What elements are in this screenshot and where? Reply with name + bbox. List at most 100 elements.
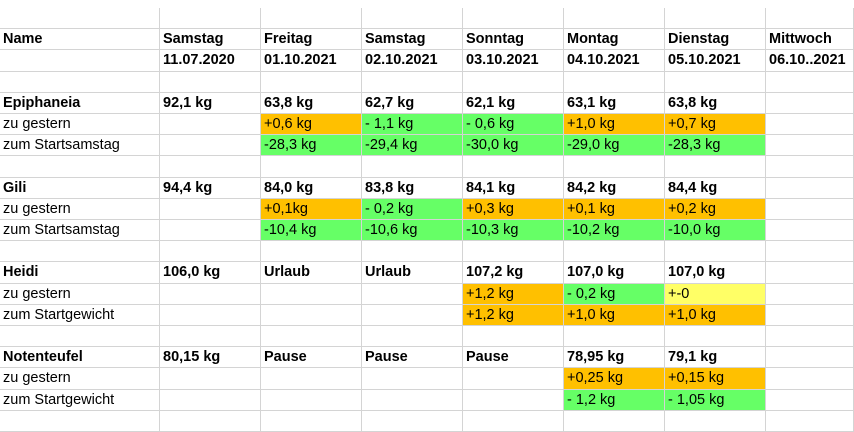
cell-r16-c6[interactable]: 79,1 kg bbox=[665, 347, 766, 369]
cell-r17-c5[interactable]: +0,25 kg bbox=[564, 368, 665, 390]
cell-r8-c2[interactable]: 84,0 kg bbox=[261, 177, 362, 199]
cell-r13-c0[interactable]: zu gestern bbox=[0, 283, 160, 305]
cell-r1-c3[interactable]: Samstag bbox=[362, 29, 463, 51]
cell-r9-c6[interactable]: +0,2 kg bbox=[665, 198, 766, 220]
cell-r7-c5[interactable] bbox=[564, 156, 665, 178]
cell-r9-c7[interactable] bbox=[766, 198, 854, 220]
cell-r10-c2[interactable]: -10,4 kg bbox=[261, 220, 362, 242]
cell-r7-c3[interactable] bbox=[362, 156, 463, 178]
cell-r17-c1[interactable] bbox=[160, 368, 261, 390]
cell-r5-c0[interactable]: zu gestern bbox=[0, 114, 160, 136]
cell-r14-c1[interactable] bbox=[160, 304, 261, 326]
cell-r18-c4[interactable] bbox=[463, 389, 564, 411]
cell-r8-c0[interactable]: Gili bbox=[0, 177, 160, 199]
cell-r10-c0[interactable]: zum Startsamstag bbox=[0, 220, 160, 242]
cell-r5-c4[interactable]: - 0,6 kg bbox=[463, 114, 564, 136]
cell-r7-c0[interactable] bbox=[0, 156, 160, 178]
cell-r7-c1[interactable] bbox=[160, 156, 261, 178]
cell-r17-c4[interactable] bbox=[463, 368, 564, 390]
cell-r19-c7[interactable] bbox=[766, 410, 854, 432]
cell-r12-c5[interactable]: 107,0 kg bbox=[564, 262, 665, 284]
cell-r19-c3[interactable] bbox=[362, 410, 463, 432]
cell-r14-c2[interactable] bbox=[261, 304, 362, 326]
cell-r8-c5[interactable]: 84,2 kg bbox=[564, 177, 665, 199]
cell-r15-c3[interactable] bbox=[362, 326, 463, 348]
cell-r18-c5[interactable]: - 1,2 kg bbox=[564, 389, 665, 411]
cell-r3-c0[interactable] bbox=[0, 71, 160, 93]
cell-r18-c6[interactable]: - 1,05 kg bbox=[665, 389, 766, 411]
cell-r10-c7[interactable] bbox=[766, 220, 854, 242]
cell-r16-c0[interactable]: Notenteufel bbox=[0, 347, 160, 369]
cell-r13-c2[interactable] bbox=[261, 283, 362, 305]
cell-r18-c7[interactable] bbox=[766, 389, 854, 411]
cell-r7-c7[interactable] bbox=[766, 156, 854, 178]
cell-r11-c1[interactable] bbox=[160, 241, 261, 263]
cell-r6-c7[interactable] bbox=[766, 135, 854, 157]
cell-r6-c5[interactable]: -29,0 kg bbox=[564, 135, 665, 157]
cell-r7-c6[interactable] bbox=[665, 156, 766, 178]
cell-r6-c2[interactable]: -28,3 kg bbox=[261, 135, 362, 157]
cell-r12-c4[interactable]: 107,2 kg bbox=[463, 262, 564, 284]
cell-r12-c2[interactable]: Urlaub bbox=[261, 262, 362, 284]
cell-r2-c6[interactable]: 05.10.2021 bbox=[665, 50, 766, 72]
cell-r13-c5[interactable]: - 0,2 kg bbox=[564, 283, 665, 305]
cell-r4-c6[interactable]: 63,8 kg bbox=[665, 92, 766, 114]
cell-r2-c1[interactable]: 11.07.2020 bbox=[160, 50, 261, 72]
cell-r15-c7[interactable] bbox=[766, 326, 854, 348]
cell-r0-c6[interactable] bbox=[665, 8, 766, 30]
cell-r14-c7[interactable] bbox=[766, 304, 854, 326]
cell-r8-c6[interactable]: 84,4 kg bbox=[665, 177, 766, 199]
cell-r14-c3[interactable] bbox=[362, 304, 463, 326]
cell-r11-c0[interactable] bbox=[0, 241, 160, 263]
cell-r1-c7[interactable]: Mittwoch bbox=[766, 29, 854, 51]
cell-r0-c3[interactable] bbox=[362, 8, 463, 30]
cell-r19-c5[interactable] bbox=[564, 410, 665, 432]
cell-r5-c2[interactable]: +0,6 kg bbox=[261, 114, 362, 136]
cell-r1-c1[interactable]: Samstag bbox=[160, 29, 261, 51]
cell-r1-c4[interactable]: Sonntag bbox=[463, 29, 564, 51]
cell-r14-c0[interactable]: zum Startgewicht bbox=[0, 304, 160, 326]
cell-r5-c7[interactable] bbox=[766, 114, 854, 136]
cell-r10-c3[interactable]: -10,6 kg bbox=[362, 220, 463, 242]
cell-r3-c4[interactable] bbox=[463, 71, 564, 93]
cell-r13-c7[interactable] bbox=[766, 283, 854, 305]
cell-r8-c7[interactable] bbox=[766, 177, 854, 199]
cell-r13-c4[interactable]: +1,2 kg bbox=[463, 283, 564, 305]
cell-r6-c3[interactable]: -29,4 kg bbox=[362, 135, 463, 157]
cell-r7-c4[interactable] bbox=[463, 156, 564, 178]
cell-r15-c2[interactable] bbox=[261, 326, 362, 348]
cell-r4-c2[interactable]: 63,8 kg bbox=[261, 92, 362, 114]
cell-r2-c2[interactable]: 01.10.2021 bbox=[261, 50, 362, 72]
cell-r1-c6[interactable]: Dienstag bbox=[665, 29, 766, 51]
cell-r2-c4[interactable]: 03.10.2021 bbox=[463, 50, 564, 72]
cell-r2-c5[interactable]: 04.10.2021 bbox=[564, 50, 665, 72]
cell-r0-c1[interactable] bbox=[160, 8, 261, 30]
cell-r16-c4[interactable]: Pause bbox=[463, 347, 564, 369]
cell-r3-c2[interactable] bbox=[261, 71, 362, 93]
cell-r6-c0[interactable]: zum Startsamstag bbox=[0, 135, 160, 157]
cell-r14-c5[interactable]: +1,0 kg bbox=[564, 304, 665, 326]
cell-r16-c7[interactable] bbox=[766, 347, 854, 369]
cell-r7-c2[interactable] bbox=[261, 156, 362, 178]
cell-r18-c3[interactable] bbox=[362, 389, 463, 411]
cell-r9-c3[interactable]: - 0,2 kg bbox=[362, 198, 463, 220]
cell-r11-c6[interactable] bbox=[665, 241, 766, 263]
cell-r15-c0[interactable] bbox=[0, 326, 160, 348]
cell-r0-c5[interactable] bbox=[564, 8, 665, 30]
cell-r5-c1[interactable] bbox=[160, 114, 261, 136]
cell-r9-c0[interactable]: zu gestern bbox=[0, 198, 160, 220]
cell-r17-c3[interactable] bbox=[362, 368, 463, 390]
cell-r3-c3[interactable] bbox=[362, 71, 463, 93]
cell-r2-c7[interactable]: 06.10..2021 bbox=[766, 50, 854, 72]
cell-r2-c3[interactable]: 02.10.2021 bbox=[362, 50, 463, 72]
cell-r16-c1[interactable]: 80,15 kg bbox=[160, 347, 261, 369]
cell-r12-c1[interactable]: 106,0 kg bbox=[160, 262, 261, 284]
cell-r18-c2[interactable] bbox=[261, 389, 362, 411]
cell-r6-c1[interactable] bbox=[160, 135, 261, 157]
cell-r11-c4[interactable] bbox=[463, 241, 564, 263]
cell-r4-c0[interactable]: Epiphaneia bbox=[0, 92, 160, 114]
cell-r19-c4[interactable] bbox=[463, 410, 564, 432]
cell-r4-c5[interactable]: 63,1 kg bbox=[564, 92, 665, 114]
cell-r14-c6[interactable]: +1,0 kg bbox=[665, 304, 766, 326]
cell-r16-c5[interactable]: 78,95 kg bbox=[564, 347, 665, 369]
